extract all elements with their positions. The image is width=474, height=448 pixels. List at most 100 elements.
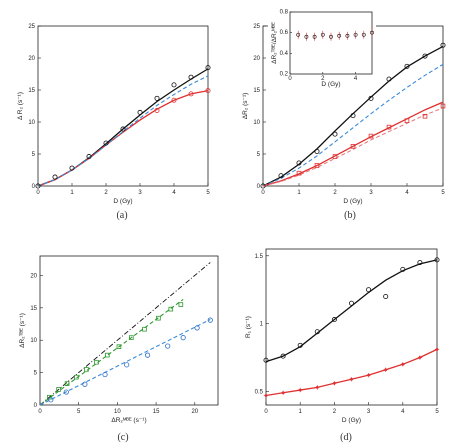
data-point: [52, 174, 58, 180]
data-point: [82, 381, 88, 387]
plot-frame: [265, 248, 438, 406]
data-point: [137, 109, 143, 115]
y-tick-label: 5: [34, 371, 38, 377]
inset-y-axis-label: ΔR₂ᵀᴮᴱ/ΔR₂ᴹᴮᴱ: [271, 22, 278, 64]
series-line-black-solid: [37, 68, 209, 187]
series-line-blue-dashed: [37, 75, 209, 187]
inset-chart: 0 2 4 0.2 0.4 0.6 0.8 D (Gy) ΔR₂ᵀᴮᴱ/ΔR₂ᴹᴮᴱ: [268, 10, 376, 90]
y-tick-label: 25: [28, 24, 35, 30]
data-point: [46, 394, 52, 400]
data-point: [94, 359, 99, 365]
y-tick-label: 10: [253, 120, 260, 126]
data-point: [129, 335, 134, 340]
data-point: [404, 118, 410, 124]
x-tick-label: 10: [114, 409, 121, 415]
y-tick-label: 10: [30, 338, 37, 344]
series-line-blue-dashed: [39, 318, 211, 406]
data-point: [102, 371, 108, 378]
panel-label: (d): [340, 432, 352, 443]
x-axis-label: D (Gy): [342, 417, 361, 424]
y-axis-label: R₁ (s⁻¹): [245, 316, 252, 338]
chart-panel-4: 0 1 2 3 4 5 0.5 1 1.5 D (Gy) R₁ (s⁻¹): [245, 248, 440, 424]
data-point-star: [349, 377, 354, 382]
series-line-red-solid: [262, 101, 444, 187]
data-point: [422, 113, 428, 119]
inset-frame: [289, 11, 373, 75]
x-tick-label: 2: [333, 409, 337, 415]
data-point: [154, 107, 160, 113]
x-tick-label: 4: [401, 409, 405, 415]
data-point: [205, 88, 211, 94]
x-axis-label: D (Gy): [343, 198, 362, 205]
chart-panel-3: 0 5 10 15 20 0 5 10 15 20 ΔR₂ᴹᴮᴱ (s⁻¹) ΔR₂ᵀᴮᴱ (s⁻¹): [19, 255, 219, 424]
plot-frame: [37, 25, 209, 187]
x-tick-label: 20: [191, 409, 198, 415]
data-point: [278, 173, 284, 179]
data-point: [35, 183, 41, 189]
y-axis-label: ΔR₂ (s⁻¹): [242, 93, 249, 120]
data-point: [440, 103, 446, 109]
y-tick-label: 0: [32, 184, 36, 190]
data-point: [116, 344, 122, 349]
data-point: [417, 260, 423, 266]
y-axis-label: ΔR₂ᵀᴮᴱ (s⁻¹): [19, 313, 26, 348]
data-point: [332, 154, 338, 159]
inset-y-tick-label: 0.6: [280, 30, 289, 36]
data-point-star: [332, 381, 337, 386]
y-tick-label: 5: [257, 152, 261, 158]
data-point: [165, 343, 171, 349]
data-point-star: [417, 355, 423, 360]
data-point-star: [434, 347, 440, 352]
y-tick-label: 15: [253, 88, 260, 94]
y-tick-label: 1.5: [255, 254, 264, 260]
data-point: [434, 257, 440, 263]
data-point: [348, 300, 354, 306]
panel-label: (c): [117, 432, 128, 443]
data-point: [205, 65, 211, 71]
inset-data-point: [304, 34, 309, 39]
data-point: [368, 95, 374, 101]
y-axis-label: Δ R₂ (s⁻¹): [17, 92, 24, 120]
y-tick-label: 1: [260, 322, 264, 328]
inset-data-point: [353, 32, 358, 37]
data-point: [207, 317, 213, 323]
x-tick-label: 15: [153, 409, 160, 415]
data-point: [178, 302, 184, 307]
data-point: [297, 342, 303, 348]
data-point: [168, 306, 174, 312]
x-tick-label: 2: [333, 190, 337, 196]
inset-y-tick-label: 0.4: [280, 51, 289, 57]
data-point: [296, 170, 302, 176]
data-point: [154, 95, 160, 101]
data-point: [314, 163, 320, 168]
data-point: [400, 266, 406, 272]
inset-x-tick-label: 4: [354, 76, 358, 82]
inset-x-tick-label: 0: [288, 76, 292, 82]
plot-frame: [39, 255, 219, 406]
y-tick-label: 20: [30, 273, 37, 279]
data-point: [350, 113, 356, 119]
x-tick-label: 4: [405, 190, 409, 196]
data-point-star: [315, 385, 320, 390]
data-point-star: [400, 362, 405, 367]
data-point: [331, 317, 337, 323]
series-line-red-solid: [37, 90, 209, 187]
data-point-star: [366, 372, 371, 378]
data-point: [314, 329, 320, 335]
x-tick-label: 1: [297, 190, 301, 196]
y-tick-label: 5: [32, 152, 36, 158]
data-point-star: [383, 367, 388, 372]
data-point: [120, 126, 126, 132]
data-point: [383, 293, 389, 299]
x-tick-label: 4: [172, 190, 176, 196]
series-line-red-dashed: [262, 107, 444, 187]
x-tick-label: 0: [38, 409, 42, 415]
panel-label: (b): [344, 210, 356, 221]
inset-y-tick-label: 0.8: [280, 10, 289, 16]
data-point: [422, 53, 428, 59]
data-point: [188, 74, 194, 80]
series-line-black-dashdot: [39, 262, 211, 406]
data-point: [156, 315, 161, 321]
inset-data-point: [361, 32, 366, 37]
